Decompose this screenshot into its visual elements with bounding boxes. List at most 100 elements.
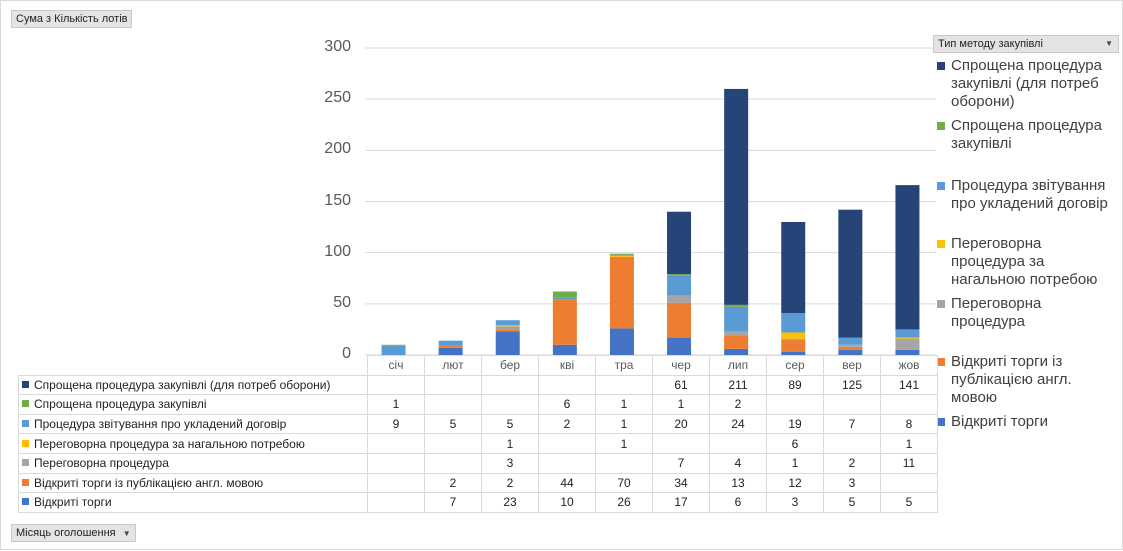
table-cell: 3 — [823, 472, 881, 494]
table-cell — [538, 374, 596, 396]
bar-segment[interactable] — [781, 351, 806, 355]
bar-segment[interactable] — [438, 347, 463, 355]
table-cell — [880, 472, 938, 494]
bar-segment[interactable] — [838, 349, 863, 355]
table-row-swatch — [22, 380, 29, 388]
axis-field-button[interactable]: Місяць оголошення ▼ — [11, 524, 136, 542]
bar-segment[interactable] — [838, 209, 863, 338]
table-row-label-text: Відкриті торги із публікацією англ. мово… — [34, 475, 264, 490]
table-cell: 24 — [709, 413, 767, 435]
bar-segment[interactable] — [495, 320, 520, 326]
table-cell: 6 — [766, 433, 824, 454]
legend-swatch — [937, 122, 945, 130]
table-cell: 1 — [595, 433, 653, 454]
y-tick-label: 50 — [333, 293, 351, 311]
table-cell: 7 — [652, 452, 710, 474]
bar-segment[interactable] — [724, 88, 749, 305]
bar-segment[interactable] — [781, 313, 806, 333]
bar-segment[interactable] — [667, 275, 692, 296]
bar-segment[interactable] — [609, 253, 634, 255]
bar-segment[interactable] — [724, 304, 749, 307]
y-tick-label: 200 — [324, 140, 351, 158]
bar-segment[interactable] — [495, 331, 520, 355]
bar-segment[interactable] — [495, 329, 520, 332]
legend-swatch — [937, 300, 945, 308]
bar-segment[interactable] — [838, 346, 863, 350]
data-table: січ лют бер кві тра чер лип сер вер жов Спрощена п… — [18, 355, 938, 513]
bar-segment[interactable] — [895, 185, 920, 330]
bar-segment[interactable] — [895, 349, 920, 355]
bar-segment[interactable] — [781, 332, 806, 339]
legend-field-button[interactable]: Тип методу закупівлі ▼ — [933, 35, 1119, 53]
table-cell: 6 — [538, 394, 596, 415]
table-cell: 3 — [481, 452, 539, 474]
table-row-label-text: Спрощена процедура закупівлі — [34, 397, 207, 412]
bar-segment[interactable] — [724, 335, 749, 349]
bar-segment[interactable] — [552, 344, 577, 355]
table-cell: 7 — [823, 413, 881, 435]
bar-segment[interactable] — [781, 338, 806, 340]
x-tick-label: жов — [880, 355, 938, 376]
bar-segment[interactable] — [495, 326, 520, 330]
bar-segment[interactable] — [838, 337, 863, 345]
bar-segment[interactable] — [438, 340, 463, 346]
table-row-label-text: Переговорна процедура за нагальною потре… — [34, 436, 305, 451]
table-cell: 5 — [424, 413, 482, 435]
table-cell: 7 — [424, 492, 482, 513]
legend-entry[interactable]: Процедура звітування про укладений догов… — [937, 177, 1119, 213]
legend-entry[interactable]: Відкриті торги із публікацією англ. мово… — [937, 353, 1119, 407]
bar-segment[interactable] — [552, 299, 577, 345]
bar-segment[interactable] — [381, 345, 406, 355]
table-cell: 19 — [766, 413, 824, 435]
bar-segment[interactable] — [895, 337, 920, 339]
table-cell: 1 — [367, 394, 425, 415]
table-header-row: січ лют бер кві тра чер лип сер вер жов — [18, 355, 938, 376]
legend-entry[interactable]: Спрощена процедура закупівлі — [937, 117, 1119, 153]
table-cell: 2 — [424, 472, 482, 494]
bar-segment[interactable] — [552, 291, 577, 298]
legend-entry[interactable]: Відкриті торги — [937, 413, 1119, 431]
table-row: Відкриті торги 7 23 10 26 17 6 3 5 5 — [18, 492, 938, 513]
table-cell — [538, 452, 596, 474]
legend-swatch — [937, 418, 945, 426]
legend-entry[interactable]: Переговорна процедура за нагальною потре… — [937, 235, 1119, 289]
bar-segment[interactable] — [667, 274, 692, 276]
table-cell: 12 — [766, 472, 824, 494]
x-tick-label: бер — [481, 355, 539, 376]
bar-segment[interactable] — [609, 256, 634, 329]
bar-segment[interactable] — [724, 348, 749, 355]
table-cell: 17 — [652, 492, 710, 513]
bar-segment[interactable] — [667, 302, 692, 338]
legend-entry[interactable]: Переговорна процедура — [937, 295, 1119, 331]
bar-segment[interactable] — [667, 295, 692, 303]
bar-segment[interactable] — [381, 344, 406, 346]
bar-segment[interactable] — [781, 339, 806, 352]
bar-segment[interactable] — [667, 211, 692, 275]
table-cell: 26 — [595, 492, 653, 513]
table-cell: 23 — [481, 492, 539, 513]
y-tick-label: 100 — [324, 242, 351, 260]
bar-segment[interactable] — [724, 306, 749, 332]
bar-segment[interactable] — [495, 325, 520, 327]
bar-segment[interactable] — [552, 297, 577, 300]
table-cell — [823, 394, 881, 415]
bar-segment[interactable] — [781, 221, 806, 314]
bar-segment[interactable] — [667, 337, 692, 355]
bar-segment[interactable] — [609, 255, 634, 257]
table-row-swatch — [22, 478, 29, 486]
table-row: Процедура звітування про укладений догов… — [18, 413, 938, 435]
legend-entry[interactable]: Спрощена процедура закупівлі (для потреб… — [937, 57, 1119, 111]
bar-segment[interactable] — [438, 345, 463, 348]
table-row: Переговорна процедура за нагальною потре… — [18, 433, 938, 454]
bar-segment[interactable] — [895, 329, 920, 338]
table-row-label: Відкриті торги — [18, 492, 368, 513]
bar-segment[interactable] — [609, 254, 634, 256]
bar-segment[interactable] — [895, 338, 920, 350]
table-cell: 125 — [823, 374, 881, 396]
bar-segment[interactable] — [838, 344, 863, 347]
value-field-button[interactable]: Сума з Кількість лотів — [11, 10, 133, 28]
bar-segment[interactable] — [724, 331, 749, 336]
bar-segment[interactable] — [609, 328, 634, 355]
legend-label: Переговорна процедура за нагальною потре… — [951, 235, 1098, 288]
x-tick-label: чер — [652, 355, 710, 376]
